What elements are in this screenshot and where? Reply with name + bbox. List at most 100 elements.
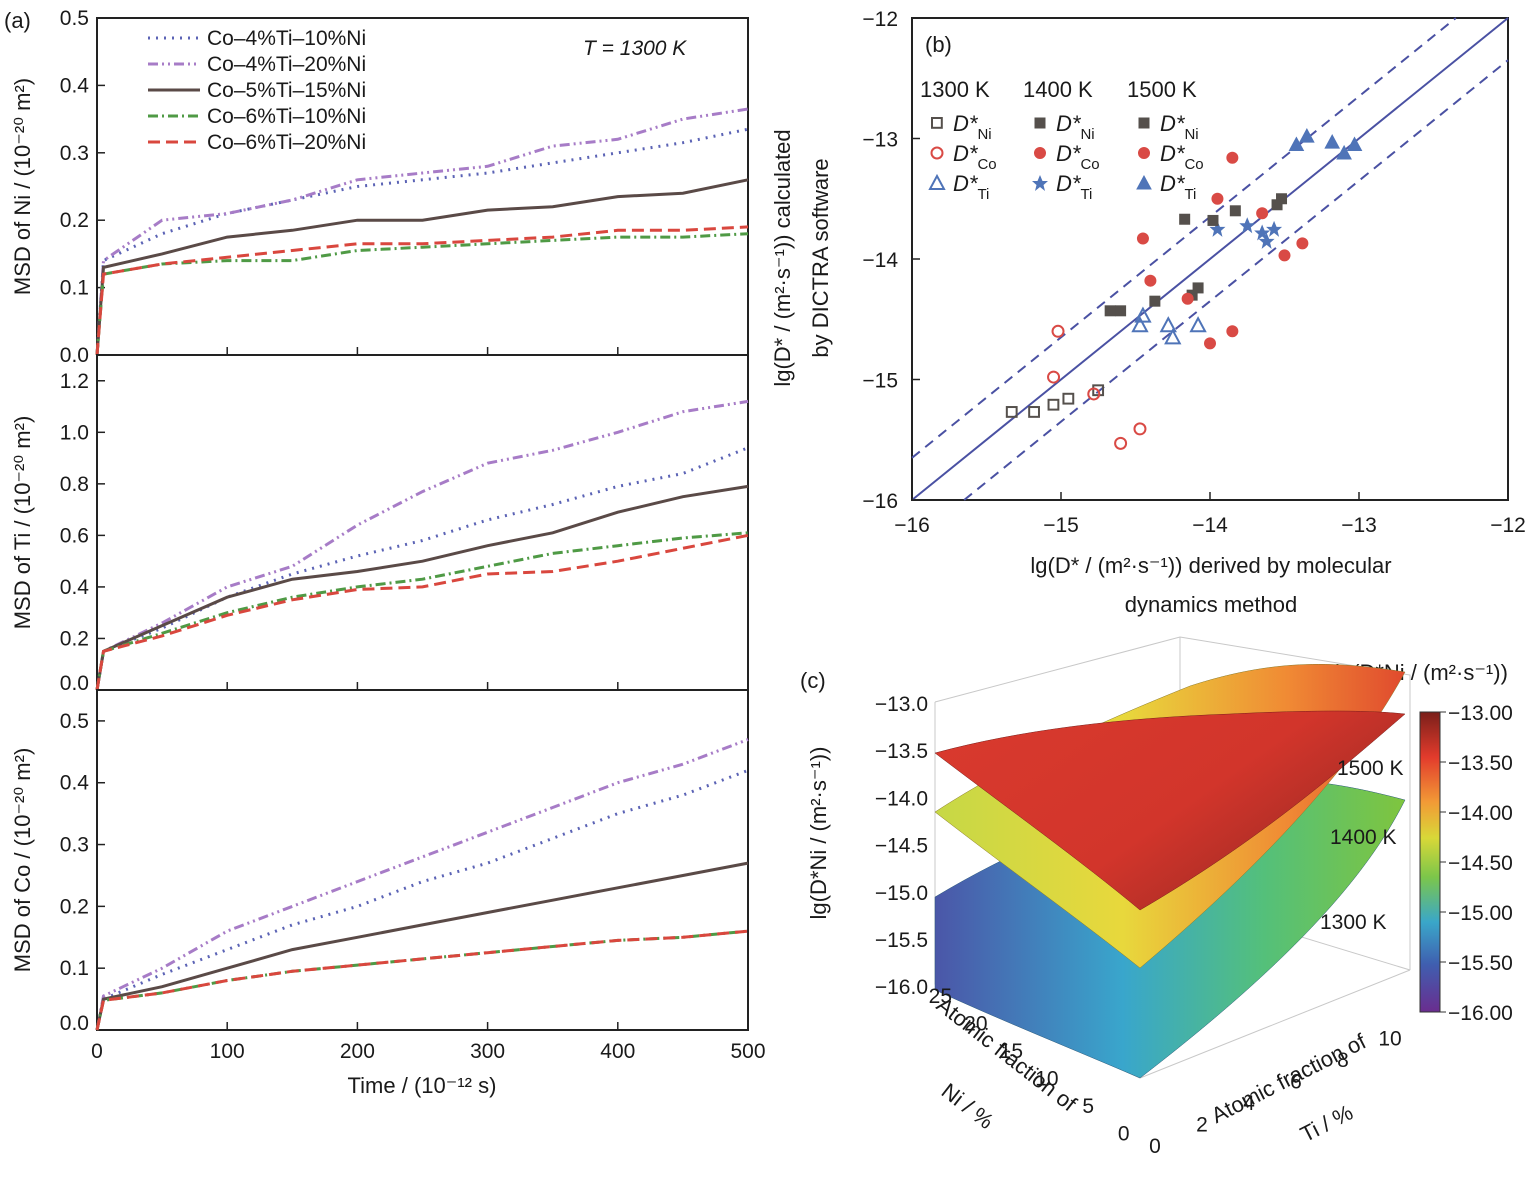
scatter-point: [1164, 328, 1182, 345]
surface-label-1300k: 1300 K: [1320, 911, 1387, 934]
panel-b-label: (b): [925, 32, 952, 57]
panel-c-zlabel: lg(D*Ni / (m²·s⁻¹)): [806, 747, 831, 920]
scatter-point: [1134, 306, 1152, 323]
y-tick-label: 1.2: [60, 370, 89, 393]
ti-tick-label: 4: [1243, 1092, 1255, 1115]
x-tick-label: −12: [1490, 514, 1526, 537]
scatter-point: [1299, 128, 1315, 143]
series-line-1: [95, 446, 749, 691]
reference-line-1: [911, 17, 1509, 501]
panel-a-legend: Co–4%Ti–10%Ni Co–4%Ti–20%Ni Co–5%Ti–15%Ni C…: [148, 27, 366, 154]
ti-tick-label: 10: [1378, 1028, 1401, 1051]
scatter-series-5: [1136, 232, 1239, 350]
scatter-series-7: [1179, 193, 1288, 226]
legend-species-3: D*Ti: [1160, 171, 1196, 203]
series-line-4: [95, 232, 749, 356]
legend-temp-3: 1500 K: [1127, 77, 1197, 102]
legend-label-4: Co–6%Ti–10%Ni: [207, 105, 366, 128]
legend-species-subscript: Ni: [1184, 126, 1198, 143]
legend-species-3: D*Ti: [1056, 171, 1092, 203]
z-tick-label: −15.0: [875, 882, 928, 905]
scatter-point: [1288, 136, 1305, 152]
legend-label-5: Co–6%Ti–20%Ni: [207, 131, 366, 154]
scatter-point: [1144, 274, 1157, 287]
scatter-point: [1179, 213, 1191, 225]
scatter-point: [1239, 217, 1256, 234]
scatter-series-9: [1288, 128, 1363, 160]
scatter-point: [1028, 406, 1040, 418]
colorbar-tick-label: −14.00: [1448, 802, 1513, 825]
legend-label-1: Co–4%Ti–10%Ni: [207, 27, 366, 50]
x-tick-label: 400: [600, 1040, 635, 1063]
legend-temp-1: 1300 K: [920, 77, 990, 102]
series-line-2: [95, 107, 749, 356]
legend-species-2: D*Co: [1056, 141, 1100, 173]
subplot-ylabel: MSD of Ni / (10⁻²⁰ m²): [10, 78, 35, 295]
panel-c: (c) lg(D*Ni / (m²·s⁻¹)) 1500 K 1400 K 13…: [800, 636, 1513, 1158]
series-line-2: [95, 738, 749, 1031]
series-line-3: [95, 178, 749, 356]
x-tick-label: −13: [1341, 514, 1377, 537]
scatter-point: [1211, 192, 1224, 205]
y-tick-label: −14: [862, 249, 898, 272]
legend-species-2: D*Co: [953, 141, 997, 173]
x-tick-label: 300: [470, 1040, 505, 1063]
subplot-3: 0.0 0.1 0.2 0.3 0.4 0.5 0 100 200 300 400 500 MSD of…: [10, 689, 766, 1063]
scatter-point: [1051, 324, 1065, 338]
panel-b-ylabel-line2: by DICTRA software: [808, 158, 833, 357]
z-tick-label: −14.0: [875, 787, 928, 810]
reference-line-3: [963, 59, 1509, 501]
x-tick-label: 0: [91, 1040, 103, 1063]
surface-label-1500k: 1500 K: [1337, 757, 1404, 780]
series-line-4: [95, 531, 749, 691]
colorbar-tick-label: −13.50: [1448, 752, 1513, 775]
legend-marker: [1138, 147, 1150, 159]
legend-species-subscript: Co: [1184, 156, 1203, 173]
legend-species-subscript: Ni: [1080, 126, 1094, 143]
y-tick-label: 0.3: [60, 142, 89, 165]
scatter-point: [1226, 325, 1239, 338]
series-line-5: [95, 225, 749, 356]
y-tick-label: 0.2: [60, 209, 89, 232]
scatter-point: [1192, 282, 1204, 294]
legend-marker: [1136, 174, 1152, 190]
scatter-point: [1149, 295, 1161, 307]
legend-species-subscript: Ti: [977, 186, 989, 203]
panel-c-label: (c): [800, 668, 826, 693]
colorbar-tick-label: −13.00: [1448, 702, 1513, 725]
y-tick-label: 0.0: [60, 344, 89, 367]
y-tick-label: 0.3: [60, 834, 89, 857]
legend-species-1: D*Ni: [953, 111, 992, 143]
y-tick-label: 0.5: [60, 710, 89, 733]
x-tick-label: 500: [730, 1040, 765, 1063]
scatter-point: [1131, 316, 1149, 333]
scatter-point: [1296, 237, 1309, 250]
legend-species-subscript: Ni: [977, 126, 991, 143]
scatter-point: [1136, 232, 1149, 245]
ti-tick-label: 2: [1196, 1114, 1208, 1137]
legend-species-1: D*Ni: [1056, 111, 1095, 143]
panel-b-xlabel-line1: lg(D* / (m²·s⁻¹)) derived by molecular: [1030, 553, 1391, 578]
series-line-1: [95, 768, 749, 1031]
panel-b-xlabel-line2: dynamics method: [1125, 592, 1297, 617]
panel-b: −16 −15 −14 −13 −12 −12 −13 −14 −15 −16 (b) lg(D*…: [770, 8, 1526, 617]
scatter-point: [1104, 305, 1116, 317]
z-tick-label: −16.0: [875, 976, 928, 999]
panel-c-xlabel-line2: Ni / %: [937, 1078, 999, 1134]
scatter-point: [1276, 193, 1288, 205]
scatter-point: [1258, 232, 1275, 249]
ni-tick-label: 0: [1118, 1123, 1130, 1146]
series-line-2: [95, 399, 749, 691]
scatter-series-2: [1047, 324, 1147, 450]
legend-species-1: D*Ni: [1160, 111, 1199, 143]
x-tick-label: −14: [1192, 514, 1228, 537]
scatter-point: [1159, 316, 1177, 333]
surface-labels: 1500 K 1400 K 1300 K: [1320, 757, 1404, 934]
scatter-point: [1209, 220, 1226, 237]
subplot-ylabel: MSD of Ti / (10⁻²⁰ m²): [10, 416, 35, 630]
legend-temp-2: 1400 K: [1023, 77, 1093, 102]
y-tick-label: −15: [862, 370, 898, 393]
ni-axis-ticks: 25 20 15 10 5 0: [929, 985, 1130, 1146]
y-tick-label: 0.1: [60, 277, 89, 300]
